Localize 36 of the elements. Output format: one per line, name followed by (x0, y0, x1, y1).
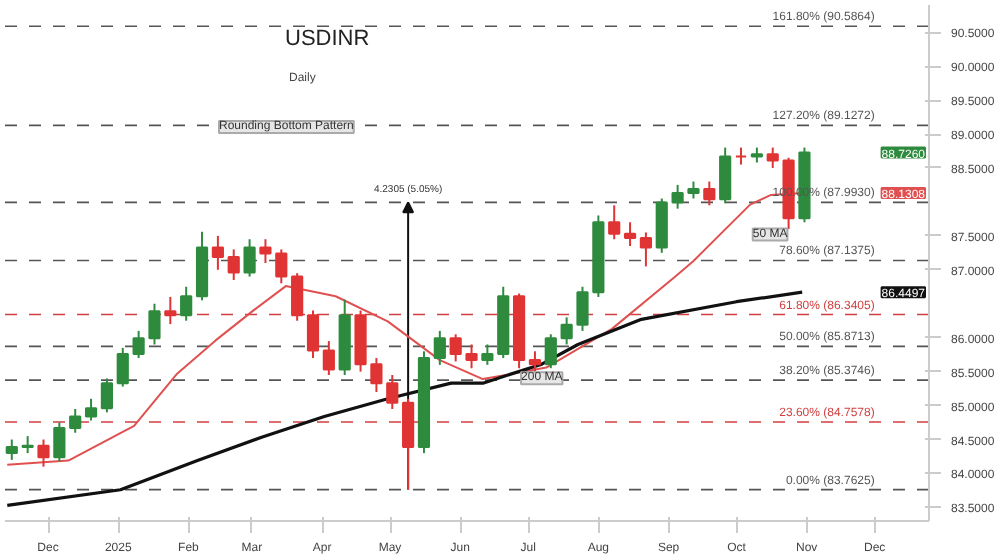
candlestick (402, 397, 415, 491)
candlestick (481, 343, 494, 366)
candlestick (243, 238, 256, 278)
candlestick (386, 374, 399, 410)
candlestick (116, 346, 129, 388)
candlestick (37, 438, 50, 468)
candlestick (449, 333, 462, 363)
candlestick (560, 316, 573, 346)
candlestick (576, 285, 589, 332)
candlestick (227, 248, 240, 281)
candlestick (719, 146, 732, 205)
candlestick (703, 180, 716, 207)
candlestick (69, 407, 82, 434)
candlestick (322, 340, 335, 377)
candlestick (639, 231, 653, 268)
candlestick (671, 183, 684, 210)
candlestick (5, 438, 18, 461)
candlestick (655, 197, 668, 254)
candlestick (180, 285, 193, 322)
candlestick (148, 302, 161, 346)
candlestick (132, 329, 145, 360)
candlestick (608, 204, 621, 241)
candlestick (544, 333, 557, 370)
text: USDINR (285, 27, 370, 51)
candlestick (211, 234, 224, 271)
candlestick (528, 350, 542, 373)
candlestick (164, 295, 177, 326)
candlestick (433, 329, 446, 366)
candlestick (84, 397, 98, 422)
candlestick (370, 357, 383, 393)
candlestick (623, 221, 637, 248)
candlestick (465, 343, 478, 370)
candlestick (100, 377, 114, 414)
candlestick (306, 309, 320, 360)
candlestick (291, 272, 304, 322)
candlestick (53, 421, 66, 463)
